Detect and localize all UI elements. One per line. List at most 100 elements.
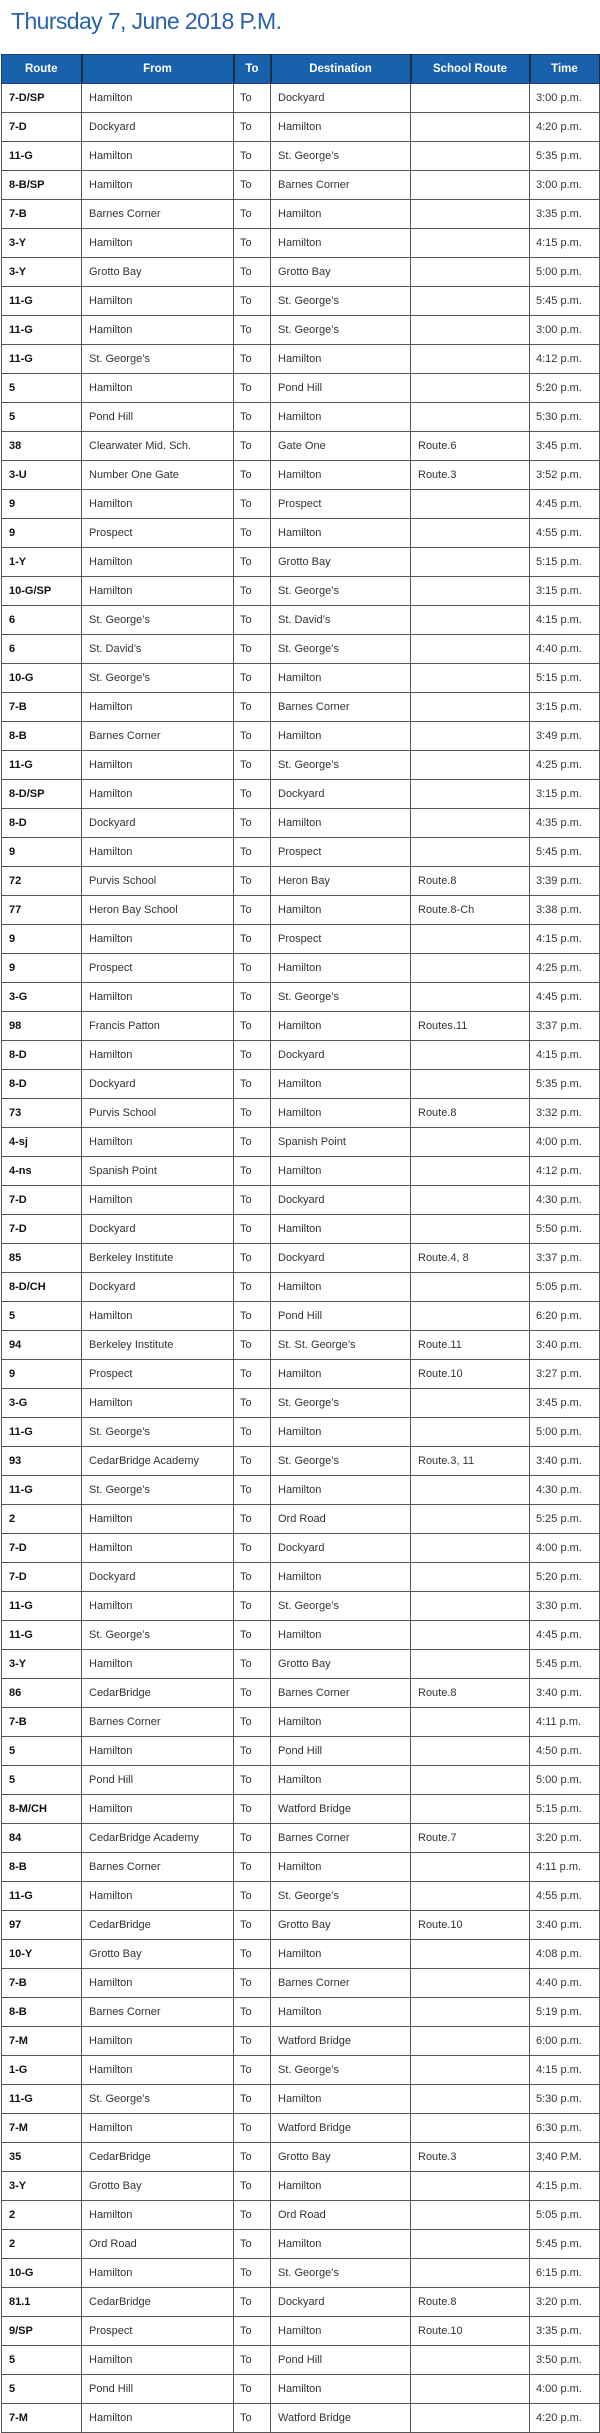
table-row: 35 CedarBridge To Grotto Bay Route.3 3;40 P.M… xyxy=(1,2142,600,2172)
to-cell: To xyxy=(233,1939,271,1969)
to-cell: To xyxy=(233,373,271,403)
to-cell: To xyxy=(233,431,271,461)
from-cell: Barnes Corner xyxy=(81,1852,234,1882)
time-cell: 4:35 p.m. xyxy=(529,808,600,838)
table-row: 2 Hamilton To Ord Road 5:05 p.m. xyxy=(1,2200,600,2230)
to-cell: To xyxy=(233,1562,271,1592)
route-cell: 3-Y xyxy=(1,1649,82,1679)
from-cell: St. David’s xyxy=(81,634,234,664)
destination-cell: Watford Bridge xyxy=(270,2026,411,2056)
from-cell: Francis Patton xyxy=(81,1011,234,1041)
to-cell: To xyxy=(233,1707,271,1737)
time-cell: 3:40 p.m. xyxy=(529,1330,600,1360)
time-cell: 5:19 p.m. xyxy=(529,1997,600,2027)
to-cell: To xyxy=(233,344,271,374)
table-row: 81.1 CedarBridge To Dockyard Route.8 3:20 p.m… xyxy=(1,2287,600,2317)
time-cell: 3:00 p.m. xyxy=(529,170,600,200)
time-cell: 4:40 p.m. xyxy=(529,1968,600,1998)
from-cell: Hamilton xyxy=(81,750,234,780)
time-cell: 5:00 p.m. xyxy=(529,1417,600,1447)
school-route-cell xyxy=(410,605,530,635)
table-row: 4-sj Hamilton To Spanish Point 4:00 p.m. xyxy=(1,1127,600,1157)
route-cell: 3-Y xyxy=(1,2171,82,2201)
destination-cell: Hamilton xyxy=(270,1359,411,1389)
table-body: 7-D/SP Hamilton To Dockyard 3:00 p.m. 7-D Dock… xyxy=(1,83,600,2433)
route-cell: 11-G xyxy=(1,344,82,374)
destination-cell: Ord Road xyxy=(270,2200,411,2230)
route-cell: 94 xyxy=(1,1330,82,1360)
table-row: 8-D/CH Dockyard To Hamilton 5:05 p.m. xyxy=(1,1272,600,1302)
route-cell: 8-B xyxy=(1,721,82,751)
route-cell: 93 xyxy=(1,1446,82,1476)
table-row: 8-D Dockyard To Hamilton 4:35 p.m. xyxy=(1,808,600,838)
table-row: 73 Purvis School To Hamilton Route.8 3:32 p.m… xyxy=(1,1098,600,1128)
from-cell: St. George’s xyxy=(81,1620,234,1650)
table-row: 8-D/SP Hamilton To Dockyard 3:15 p.m. xyxy=(1,779,600,809)
route-cell: 77 xyxy=(1,895,82,925)
school-route-cell xyxy=(410,1301,530,1331)
to-cell: To xyxy=(233,1620,271,1650)
route-cell: 8-B xyxy=(1,1997,82,2027)
to-cell: To xyxy=(233,779,271,809)
route-cell: 73 xyxy=(1,1098,82,1128)
from-cell: Dockyard xyxy=(81,1272,234,1302)
time-cell: 3:15 p.m. xyxy=(529,779,600,809)
from-cell: St. George’s xyxy=(81,605,234,635)
route-cell: 35 xyxy=(1,2142,82,2172)
time-cell: 3:40 p.m. xyxy=(529,1446,600,1476)
destination-cell: Spanish Point xyxy=(270,1127,411,1157)
time-cell: 6:30 p.m. xyxy=(529,2113,600,2143)
from-cell: Berkeley Institute xyxy=(81,1243,234,1273)
from-cell: Prospect xyxy=(81,518,234,548)
school-route-cell xyxy=(410,170,530,200)
destination-cell: Hamilton xyxy=(270,402,411,432)
from-cell: Dockyard xyxy=(81,112,234,142)
to-cell: To xyxy=(233,1214,271,1244)
destination-cell: Pond Hill xyxy=(270,2345,411,2375)
from-cell: Hamilton xyxy=(81,2258,234,2288)
destination-cell: Hamilton xyxy=(270,1620,411,1650)
to-cell: To xyxy=(233,2374,271,2404)
school-route-cell xyxy=(410,112,530,142)
time-cell: 3:37 p.m. xyxy=(529,1011,600,1041)
route-cell: 7-B xyxy=(1,1707,82,1737)
time-cell: 5:45 p.m. xyxy=(529,1649,600,1679)
bus-schedule-table: Route From To Destination School Route T… xyxy=(1,54,600,2433)
to-cell: To xyxy=(233,1910,271,1940)
to-cell: To xyxy=(233,1968,271,1998)
destination-cell: St. David’s xyxy=(270,605,411,635)
from-cell: Hamilton xyxy=(81,779,234,809)
from-cell: Hamilton xyxy=(81,315,234,345)
from-cell: CedarBridge Academy xyxy=(81,1823,234,1853)
from-cell: St. George’s xyxy=(81,1417,234,1447)
from-cell: Hamilton xyxy=(81,1388,234,1418)
route-cell: 4-ns xyxy=(1,1156,82,1186)
table-row: 10-Y Grotto Bay To Hamilton 4:08 p.m. xyxy=(1,1939,600,1969)
to-cell: To xyxy=(233,1591,271,1621)
school-route-cell xyxy=(410,837,530,867)
destination-cell: Grotto Bay xyxy=(270,1649,411,1679)
destination-cell: Hamilton xyxy=(270,895,411,925)
time-cell: 3:27 p.m. xyxy=(529,1359,600,1389)
route-cell: 9 xyxy=(1,837,82,867)
time-cell: 3:35 p.m. xyxy=(529,199,600,229)
to-cell: To xyxy=(233,1417,271,1447)
to-cell: To xyxy=(233,170,271,200)
table-row: 4-ns Spanish Point To Hamilton 4:12 p.m. xyxy=(1,1156,600,1186)
school-route-cell xyxy=(410,1649,530,1679)
table-row: 85 Berkeley Institute To Dockyard Route.4, 8… xyxy=(1,1243,600,1273)
to-cell: To xyxy=(233,982,271,1012)
destination-cell: Hamilton xyxy=(270,460,411,490)
destination-cell: Dockyard xyxy=(270,779,411,809)
to-cell: To xyxy=(233,1823,271,1853)
route-cell: 9 xyxy=(1,1359,82,1389)
destination-cell: Dockyard xyxy=(270,1185,411,1215)
table-row: 7-M Hamilton To Watford Bridge 4:20 p.m. xyxy=(1,2403,600,2433)
destination-cell: Hamilton xyxy=(270,2374,411,2404)
table-row: 6 St. George’s To St. David’s 4:15 p.m. xyxy=(1,605,600,635)
table-row: 7-D/SP Hamilton To Dockyard 3:00 p.m. xyxy=(1,83,600,113)
destination-cell: Dockyard xyxy=(270,1243,411,1273)
school-route-cell: Route.3, 11 xyxy=(410,1446,530,1476)
time-cell: 5:15 p.m. xyxy=(529,1794,600,1824)
school-route-cell: Route.8 xyxy=(410,1678,530,1708)
